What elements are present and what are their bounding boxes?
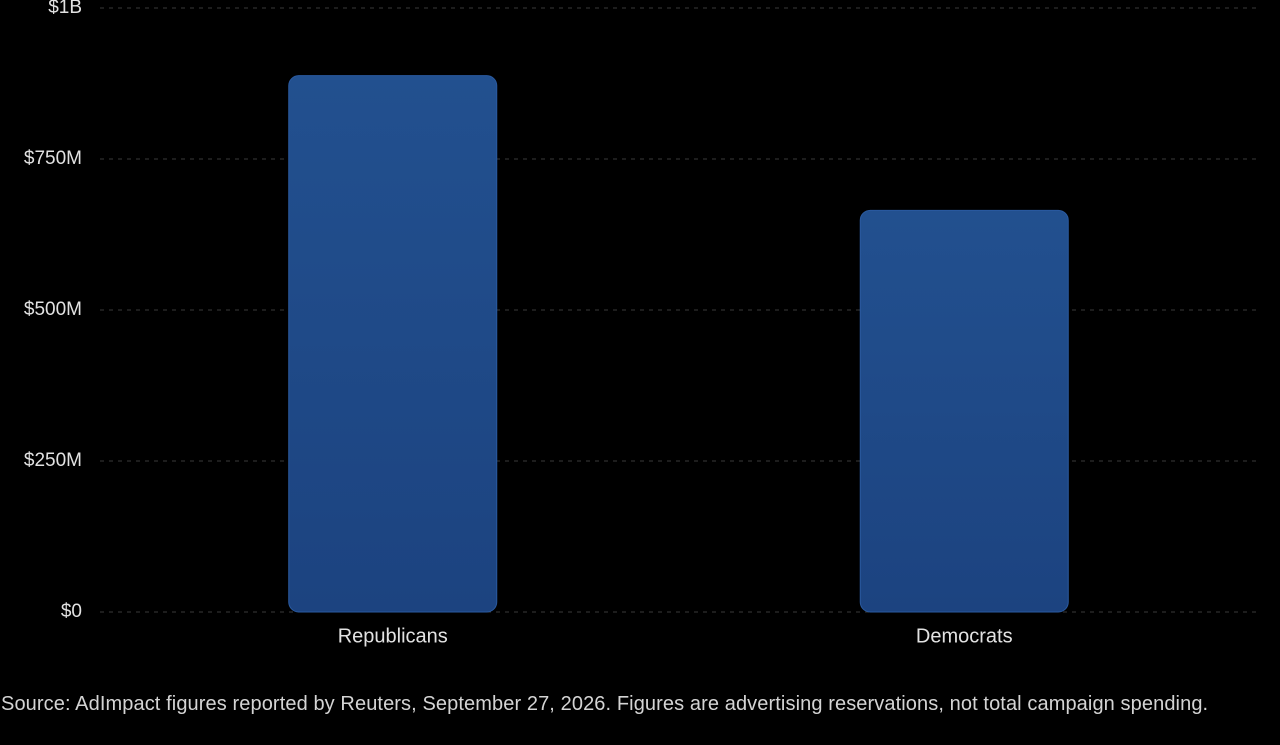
y-tick-label: $0 [61,601,82,622]
y-tick-label: $1B [48,0,82,18]
bar-republicans [288,75,498,613]
x-category-label: Republicans [338,625,448,647]
y-tick-label: $250M [24,450,82,471]
bar-chart: $0 $250M $500M $750M $1B Republicans Democrat… [24,0,1256,647]
y-axis-ticks: $0 $250M $500M $750M $1B [24,0,82,622]
y-tick-label: $750M [24,148,82,169]
x-category-label: Democrats [916,625,1013,647]
source-note: Source: AdImpact figures reported by Reu… [1,693,1209,715]
gridlines [100,7,1256,613]
y-tick-label: $500M [24,299,82,320]
bar-democrats [859,209,1069,613]
x-axis-labels: Republicans Democrats [338,625,1013,647]
bars [288,75,1069,613]
